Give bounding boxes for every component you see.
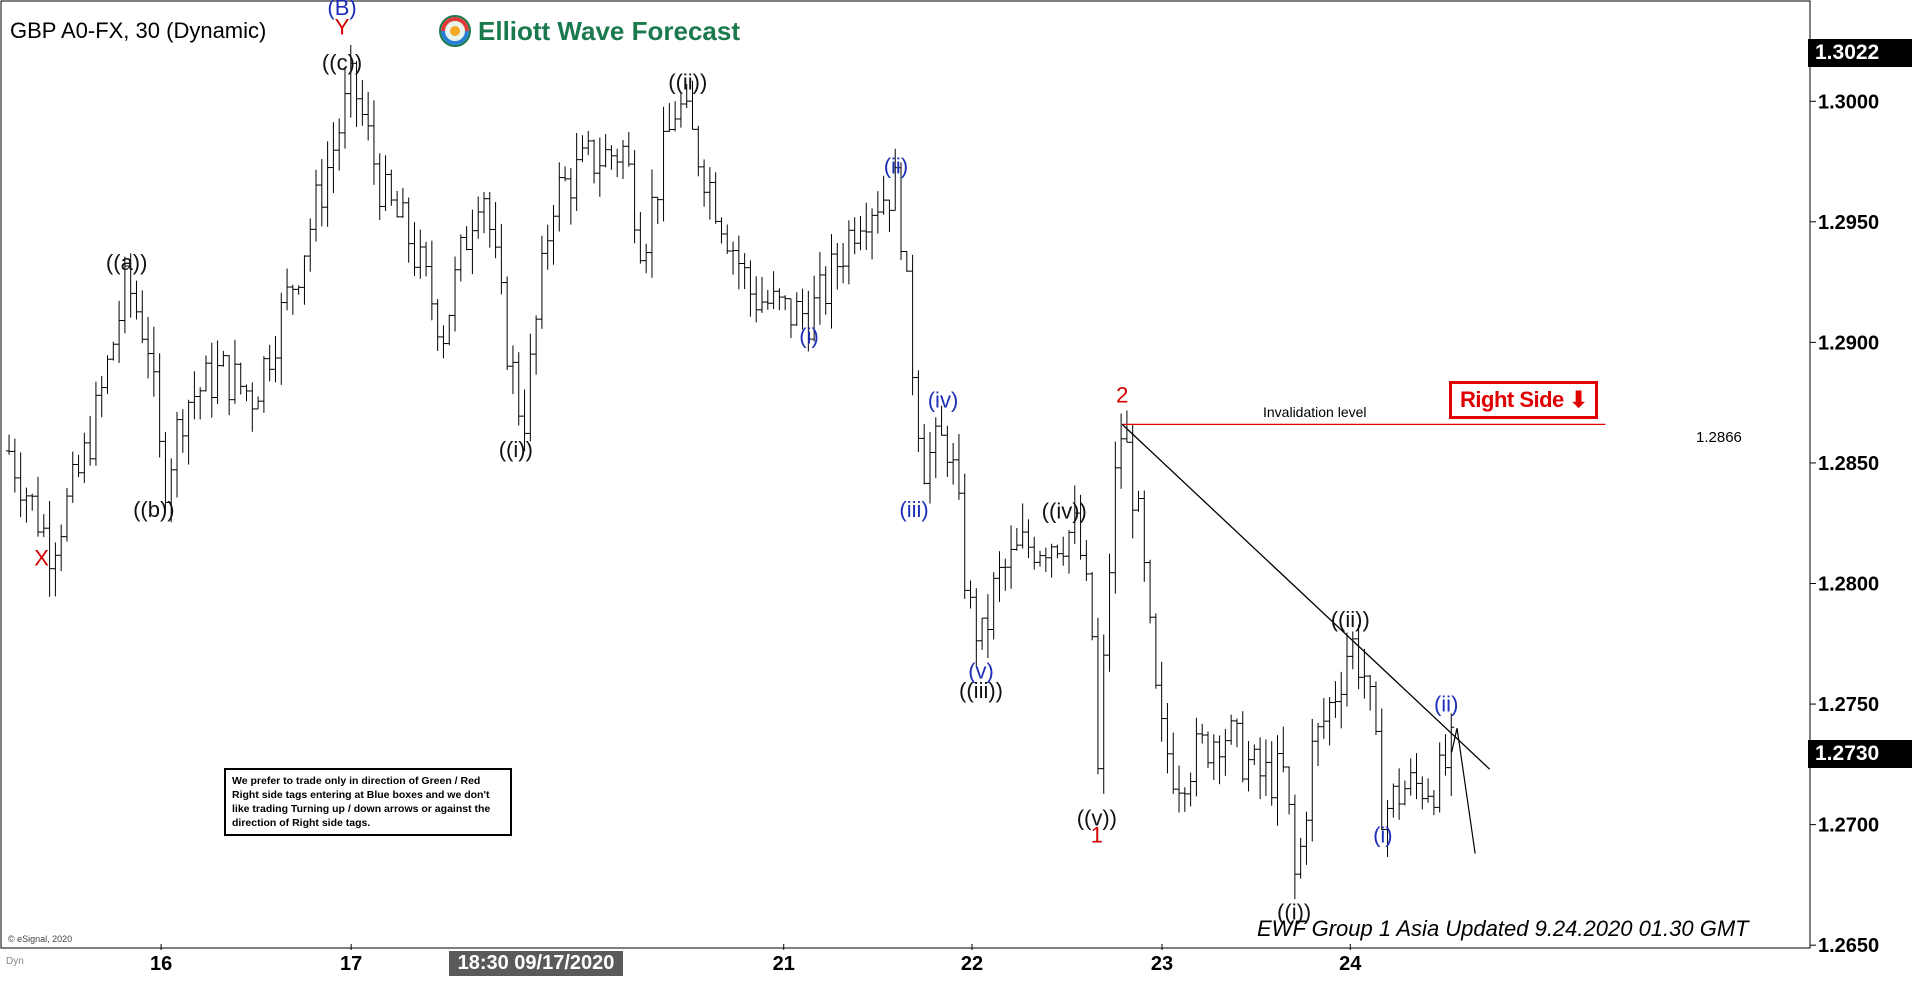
x-tick-label: 23 — [1151, 953, 1173, 975]
right-side-label: Right Side — [1460, 387, 1564, 412]
brand-swirl-icon — [439, 15, 471, 47]
wave-label: (iii) — [899, 497, 928, 522]
copyright: © eSignal, 2020 — [8, 934, 73, 944]
right-side-tag: Right Side ⬇ — [1449, 381, 1599, 419]
x-tick-label: 24 — [1339, 953, 1362, 975]
last-price-tag: 1.2730 — [1808, 740, 1912, 768]
update-footer: EWF Group 1 Asia Updated 9.24.2020 01.30… — [1257, 916, 1749, 941]
wave-label: ((a)) — [106, 250, 148, 275]
wave-label: ((b)) — [133, 497, 175, 522]
wave-label: ((v)) — [1077, 806, 1117, 831]
wave-label: (B) — [327, 0, 356, 20]
y-tick-label: 1.2800 — [1818, 574, 1879, 596]
projection-path — [1451, 728, 1476, 854]
y-tick-label: 1.2850 — [1818, 453, 1879, 475]
wave-label: Y — [335, 15, 350, 40]
wave-label: 1 — [1091, 823, 1103, 848]
invalidation-label: Invalidation level — [1263, 404, 1367, 420]
wave-label: (v) — [968, 659, 994, 684]
x-tick-label: 22 — [961, 953, 983, 975]
y-tick-label: 1.2750 — [1818, 694, 1879, 716]
wave-label: X — [34, 545, 49, 570]
x-tick-label: 16 — [150, 953, 172, 975]
wave-label: (i) — [1373, 823, 1393, 848]
y-tick-label: 1.2650 — [1818, 935, 1879, 957]
y-tick-label: 1.2700 — [1818, 815, 1879, 837]
brand-name: Elliott Wave Forecast — [478, 15, 740, 46]
invalidation-value: 1.2866 — [1696, 429, 1742, 446]
y-tick-label: 1.2900 — [1818, 332, 1879, 354]
y-tick-label: 1.2950 — [1818, 212, 1879, 234]
x-tick-label: 17 — [340, 953, 362, 975]
wave-label: 2 — [1116, 383, 1128, 408]
symbol-title: GBP A0-FX, 30 (Dynamic) — [10, 18, 267, 43]
wave-label: ((ii)) — [1331, 607, 1370, 632]
top-price-tag: 1.3022 — [1808, 39, 1912, 67]
wave-label: (iv) — [928, 388, 959, 413]
dyn-marker: Dyn — [6, 956, 24, 967]
trendline — [1121, 423, 1491, 770]
trading-note: We prefer to trade only in direction of … — [224, 768, 512, 836]
x-tick-label: 21 — [773, 953, 795, 975]
wave-label: (ii) — [1434, 691, 1458, 716]
wave-label: ((i)) — [1277, 900, 1311, 925]
wave-label: ((i)) — [499, 437, 533, 462]
wave-label: ((iv)) — [1042, 498, 1087, 523]
arrow-down-icon: ⬇ — [1569, 387, 1588, 412]
wave-label: ((c)) — [322, 50, 362, 75]
crosshair-time-tag: 18:30 09/17/2020 — [449, 951, 623, 976]
wave-label: ((ii)) — [668, 69, 707, 94]
wave-label: ((iii)) — [959, 678, 1003, 703]
wave-label: (ii) — [884, 154, 908, 179]
wave-label: (i) — [799, 323, 819, 348]
brand-logo: Elliott Wave Forecast — [438, 14, 740, 48]
y-tick-label: 1.3000 — [1818, 91, 1879, 113]
